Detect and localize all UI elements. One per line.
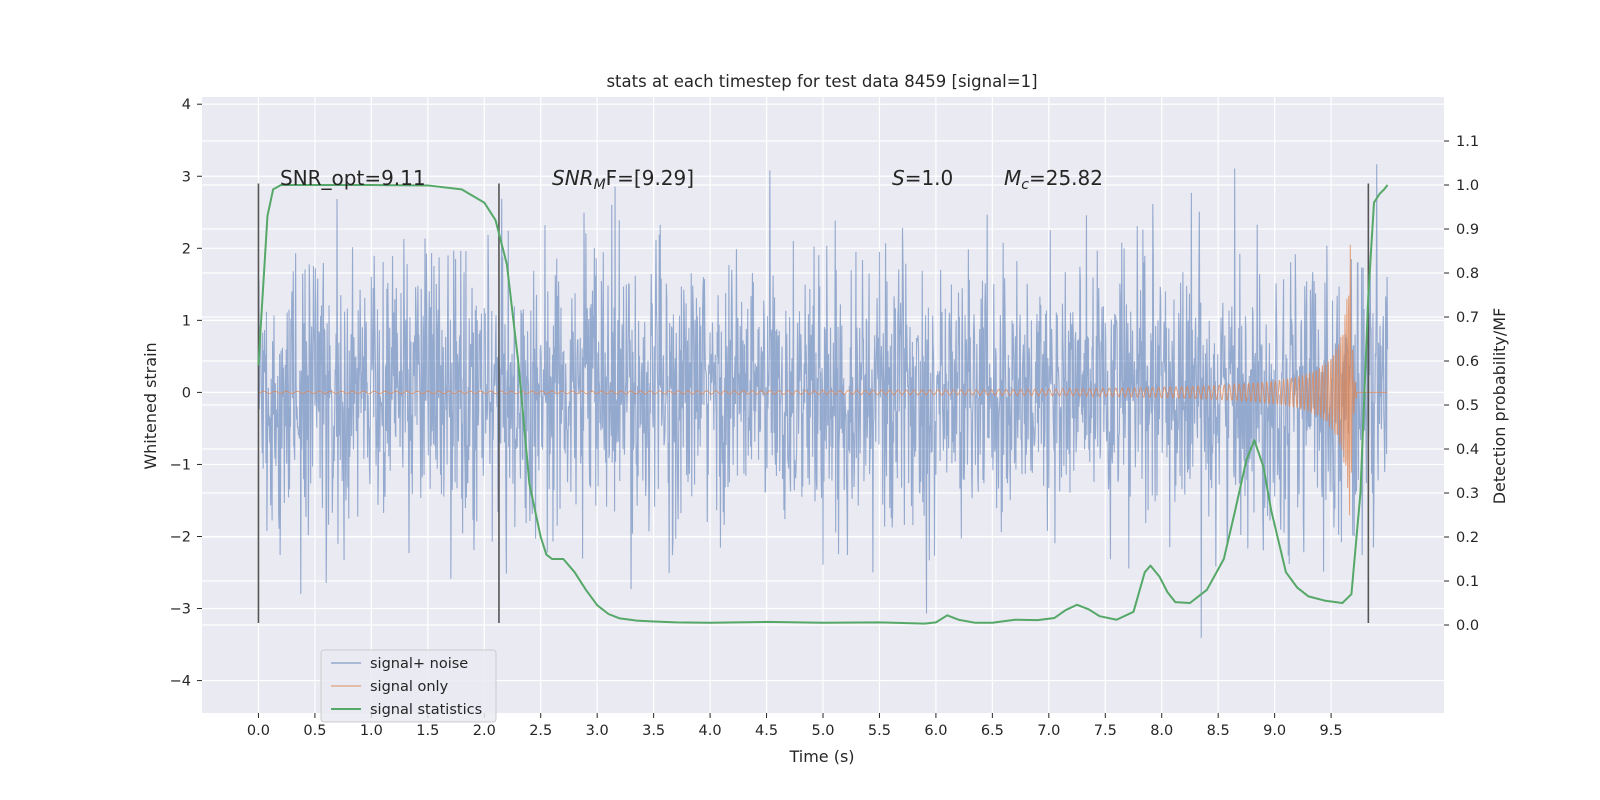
x-tick-label: 7.0	[1037, 723, 1060, 739]
legend-label-signal-only: signal only	[370, 679, 449, 695]
x-tick-label: 6.0	[924, 723, 947, 739]
y-left-tick-label: 1	[182, 313, 191, 329]
y-axis-left-ticks: −4 −3 −2 −1 0 1 2 3 4	[170, 97, 202, 690]
x-tick-label: 5.5	[868, 723, 891, 739]
x-tick-label: 7.5	[1094, 723, 1117, 739]
annotation-s: S=1.0	[892, 166, 953, 190]
x-tick-label: 6.5	[981, 723, 1004, 739]
x-tick-label: 8.0	[1150, 723, 1173, 739]
series-signal-only	[258, 244, 1388, 516]
x-tick-label: 1.5	[416, 723, 439, 739]
noise-line	[257, 164, 1389, 638]
y-left-tick-label: 3	[182, 169, 191, 185]
x-tick-label: 0.0	[247, 723, 270, 739]
y-right-tick-label: 1.0	[1456, 178, 1479, 194]
y-left-tick-label: −2	[170, 529, 191, 545]
x-tick-label: 4.5	[755, 723, 778, 739]
x-tick-label: 3.0	[586, 723, 609, 739]
x-tick-label: 2.5	[529, 723, 552, 739]
annotation-mc: Mc=25.82	[1004, 166, 1103, 193]
x-axis-ticks: 0.0 0.5 1.0 1.5 2.0 2.5 3.0 3.5 4.0 4.5 5.0 5.5 6.0 6…	[247, 713, 1343, 739]
y-axis-right-label: Detection probability/MF	[1490, 308, 1509, 505]
vertical-markers	[257, 183, 1370, 623]
x-tick-label: 3.5	[642, 723, 665, 739]
x-tick-label: 0.5	[303, 723, 326, 739]
y-left-tick-label: −4	[170, 674, 191, 690]
annotation-snr-mf: SNRMF=[9.29]	[552, 166, 694, 193]
y-right-tick-label: 0.7	[1456, 310, 1479, 326]
series-signal-noise	[257, 164, 1389, 638]
y-right-tick-label: 0.4	[1456, 442, 1479, 458]
x-tick-label: 8.5	[1207, 723, 1230, 739]
y-right-tick-label: 0.9	[1456, 222, 1479, 238]
y-right-tick-label: 0.3	[1456, 486, 1479, 502]
chirp-line	[258, 244, 1388, 516]
x-tick-label: 5.0	[811, 723, 834, 739]
y-right-tick-label: 0.2	[1456, 530, 1479, 546]
y-right-tick-label: 0.0	[1456, 618, 1479, 634]
y-right-tick-label: 0.8	[1456, 266, 1479, 282]
y-right-tick-label: 1.1	[1456, 134, 1479, 150]
y-right-tick-label: 0.6	[1456, 354, 1479, 370]
y-left-tick-label: 4	[182, 97, 191, 113]
annotation-snr-opt: SNR_opt=9.11	[280, 166, 426, 190]
x-tick-label: 1.0	[360, 723, 383, 739]
x-tick-label: 9.5	[1320, 723, 1343, 739]
y-right-tick-label: 0.1	[1456, 574, 1479, 590]
y-axis-left-label: Whitened strain	[141, 342, 160, 469]
legend-label-signal-noise: signal+ noise	[370, 656, 468, 672]
x-tick-label: 4.0	[699, 723, 722, 739]
y-left-tick-label: 2	[182, 241, 191, 257]
y-left-tick-label: −3	[170, 602, 191, 618]
y-left-tick-label: 0	[182, 385, 191, 401]
legend-label-signal-statistics: signal statistics	[370, 702, 482, 718]
legend: signal+ noise signal only signal statist…	[320, 649, 497, 723]
y-axis-right-ticks: 0.0 0.1 0.2 0.3 0.4 0.5 0.6 0.7 0.8 0.9 1.0 1.1	[1444, 134, 1479, 634]
statistics-line	[257, 184, 1389, 625]
series-signal-statistics	[257, 184, 1389, 625]
x-tick-label: 2.0	[473, 723, 496, 739]
x-tick-label: 9.0	[1263, 723, 1286, 739]
x-axis-label: Time (s)	[788, 747, 854, 766]
y-left-tick-label: −1	[170, 457, 191, 473]
chart-title: stats at each timestep for test data 845…	[606, 72, 1037, 91]
y-right-tick-label: 0.5	[1456, 398, 1479, 414]
legend-box	[320, 649, 497, 723]
